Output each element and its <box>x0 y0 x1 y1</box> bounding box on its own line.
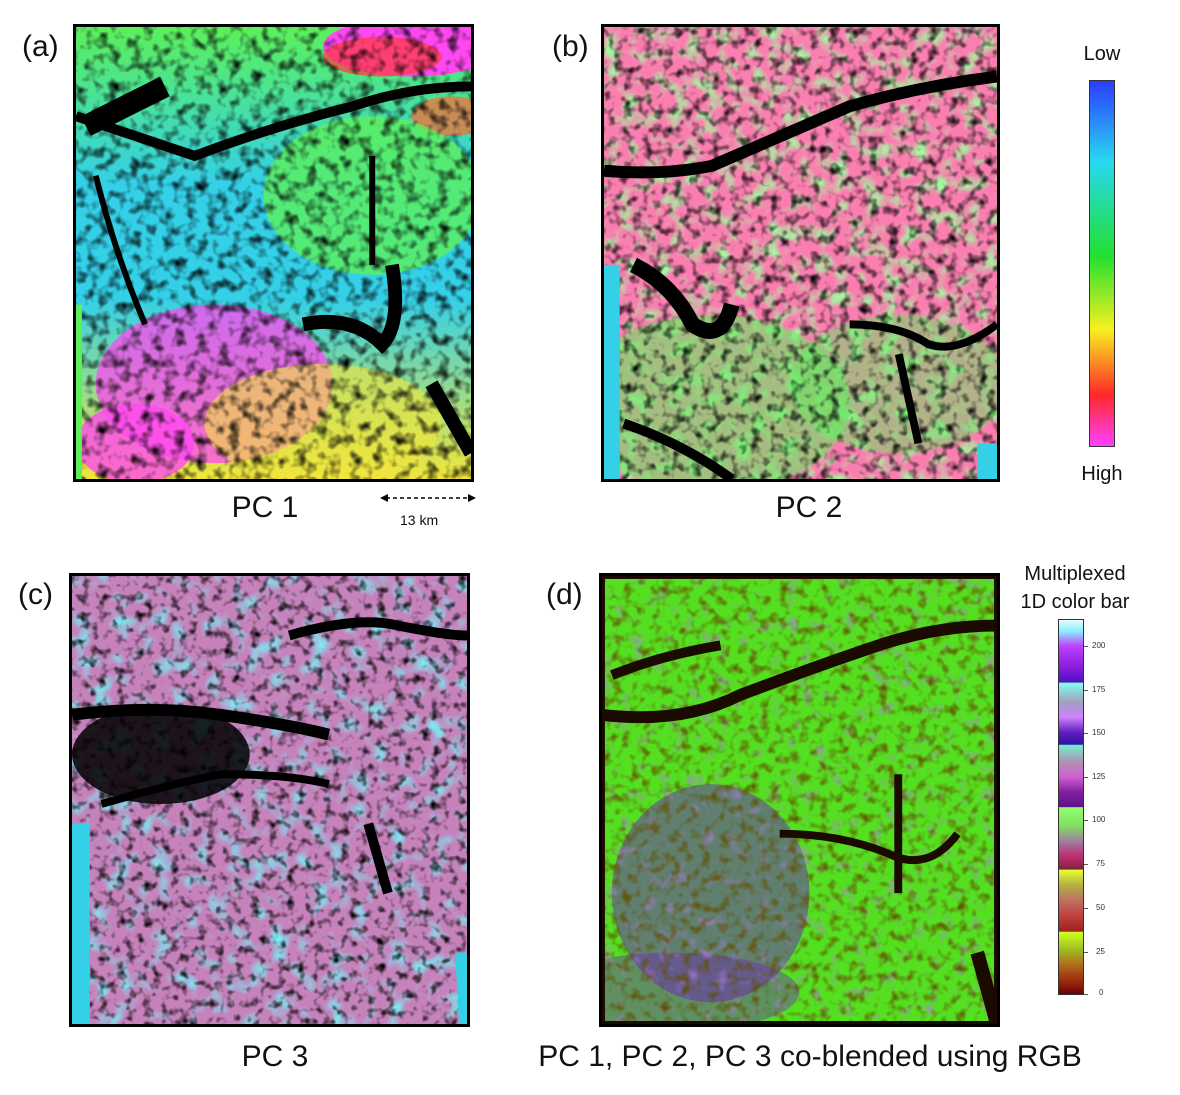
map-pc3 <box>69 573 470 1027</box>
panel-letter-a: (a) <box>22 30 59 63</box>
colorbar-top <box>1089 80 1115 447</box>
caption-pc1: PC 1 <box>231 491 299 524</box>
colorbar-tick-175: 175 <box>1092 685 1106 694</box>
colorbar-multiplexed <box>1058 619 1084 995</box>
scale-bar <box>380 494 476 502</box>
caption-rgb-blend: PC 1, PC 2, PC 3 co-blended using RGB <box>538 1040 1082 1073</box>
colorbar-high-label: High <box>1081 463 1123 485</box>
panel-letter-c: (c) <box>18 578 53 611</box>
colorbar-bottom-title-line2: 1D color bar <box>1020 591 1130 613</box>
colorbar-tick-100: 100 <box>1092 815 1106 824</box>
colorbar-tick-50: 50 <box>1096 903 1105 912</box>
colorbar-tick-mark-125 <box>1084 777 1088 778</box>
colorbar-tick-75: 75 <box>1096 859 1105 868</box>
scale-bar-label: 13 km <box>400 512 439 528</box>
map-pc2 <box>601 24 1000 482</box>
colorbar-tick-mark-200 <box>1084 646 1088 647</box>
colorbar-tick-mark-50 <box>1084 908 1088 909</box>
colorbar-tick-150: 150 <box>1092 728 1106 737</box>
colorbar-low-label: Low <box>1083 43 1121 65</box>
colorbar-tick-mark-150 <box>1084 733 1088 734</box>
colorbar-tick-mark-0 <box>1084 994 1088 995</box>
colorbar-tick-200: 200 <box>1092 641 1106 650</box>
colorbar-tick-mark-100 <box>1084 820 1088 821</box>
colorbar-tick-mark-25 <box>1084 952 1088 953</box>
colorbar-tick-mark-175 <box>1084 690 1088 691</box>
colorbar-bottom-title-line1: Multiplexed <box>1024 563 1126 585</box>
colorbar-tick-125: 125 <box>1092 772 1106 781</box>
caption-pc2: PC 2 <box>775 491 843 524</box>
colorbar-tick-25: 25 <box>1096 947 1105 956</box>
caption-pc3: PC 3 <box>241 1040 309 1073</box>
colorbar-tick-0: 0 <box>1099 988 1104 997</box>
panel-letter-d: (d) <box>546 578 583 611</box>
panel-letter-b: (b) <box>552 30 589 63</box>
map-pc1 <box>73 24 474 482</box>
map-rgb-blend <box>599 573 1000 1027</box>
colorbar-tick-mark-75 <box>1084 864 1088 865</box>
